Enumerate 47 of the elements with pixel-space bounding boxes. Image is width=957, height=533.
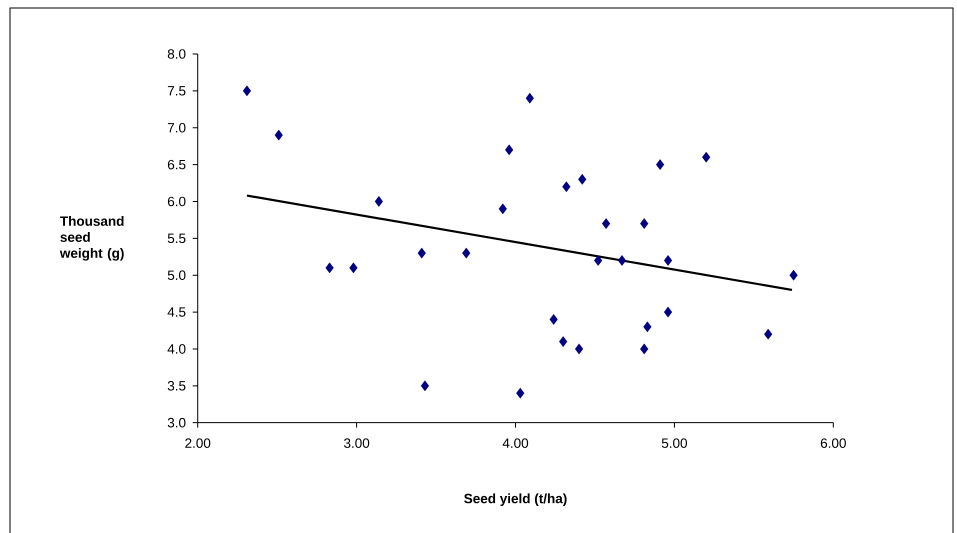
y-tick-label: 3.0 [168, 418, 186, 428]
point [550, 314, 558, 325]
point [656, 159, 664, 170]
y-tick-label: 7.5 [168, 86, 186, 96]
point [559, 336, 568, 347]
point [618, 255, 626, 266]
y-axis-title: Thousand seed weight (g) [60, 216, 124, 261]
point [274, 130, 283, 140]
point [374, 196, 383, 207]
point [643, 321, 652, 332]
x-tick-label: 4.00 [502, 438, 528, 448]
point [349, 262, 358, 274]
point [574, 344, 584, 354]
x-tick-label: 3.00 [344, 438, 370, 448]
y-tick-label: 6.0 [168, 196, 186, 206]
x-tick-label: 5.00 [662, 438, 688, 448]
y-tick-label: 7.0 [168, 122, 186, 132]
y-tick-label: 4.0 [168, 344, 186, 354]
point [640, 344, 648, 354]
x-tick-label: 2.00 [185, 438, 210, 448]
point [325, 262, 334, 274]
point [594, 255, 602, 266]
x-tick-label: 6.00 [820, 438, 846, 448]
point [702, 152, 710, 163]
point [640, 218, 648, 229]
x-axis-title: Seed yield (t/ha) [464, 493, 567, 506]
y-tick-label: 5.0 [168, 270, 186, 280]
y-tick-label: 4.5 [168, 307, 186, 317]
point [664, 255, 672, 266]
y-tick-label: 5.5 [168, 234, 186, 244]
point [516, 388, 524, 399]
y-tick-label: 3.5 [168, 381, 186, 391]
point [505, 144, 514, 156]
point [602, 218, 610, 229]
point [418, 248, 426, 258]
point [526, 92, 534, 104]
y-tick-label: 6.5 [168, 160, 186, 170]
point [498, 203, 507, 214]
point [578, 174, 586, 185]
point [764, 328, 772, 340]
point [242, 85, 252, 96]
point [789, 270, 798, 281]
point [664, 306, 672, 318]
y-tick-label: 8.0 [168, 49, 186, 59]
point [420, 380, 430, 392]
point [562, 181, 570, 192]
point [462, 248, 470, 258]
